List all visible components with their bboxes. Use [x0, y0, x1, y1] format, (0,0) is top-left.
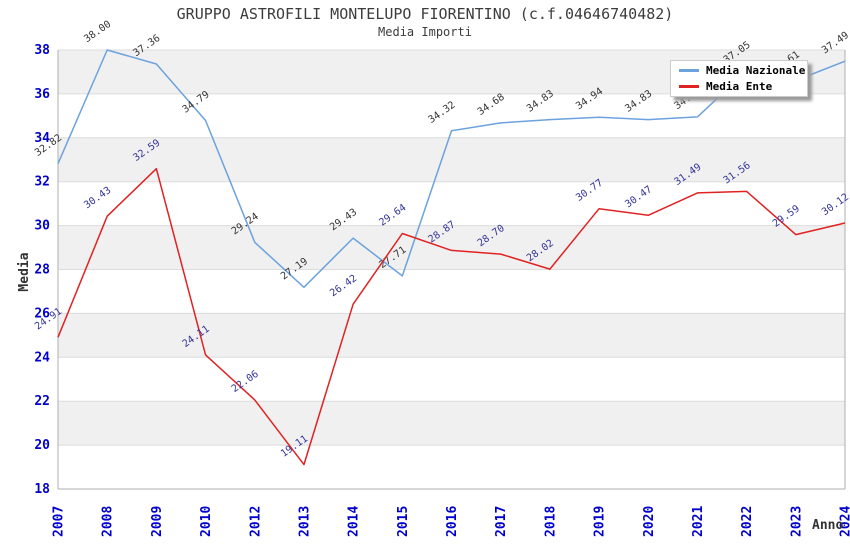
legend-label-media-ente: Media Ente	[706, 80, 773, 93]
y-tick-label: 24	[34, 350, 50, 365]
chart-title: GRUPPO ASTROFILI MONTELUPO FIORENTINO (c…	[176, 5, 674, 23]
y-tick-label: 22	[34, 394, 50, 409]
data-label: 34.32	[427, 100, 458, 126]
y-tick-label: 36	[34, 87, 50, 102]
y-tick-label: 38	[34, 43, 50, 58]
background-band	[58, 225, 845, 270]
x-axis-title: Anno	[812, 518, 843, 533]
red-line-swatch-icon	[679, 85, 699, 88]
legend: Media Nazionale Media Ente	[670, 60, 808, 97]
x-tick-label: 2013	[297, 506, 312, 537]
x-tick-label: 2016	[445, 506, 460, 537]
chart-subtitle: Media Importi	[378, 25, 472, 39]
x-tick-label: 2009	[150, 506, 165, 537]
y-tick-label: 32	[34, 175, 50, 190]
x-tick-label: 2020	[642, 506, 657, 537]
x-tick-label: 2007	[52, 506, 67, 537]
background-band	[58, 401, 845, 446]
y-tick-label: 26	[34, 306, 50, 321]
line-media-ente	[57, 167, 846, 466]
x-tick-label: 2023	[789, 506, 804, 537]
x-tick-label: 2017	[494, 506, 509, 537]
legend-label-media-nazionale: Media Nazionale	[706, 64, 806, 77]
background-band	[58, 137, 845, 182]
x-tick-label: 2012	[248, 506, 263, 537]
legend-item-media-ente: Media Ente	[679, 80, 807, 93]
y-tick-label: 20	[34, 438, 50, 453]
data-label: 29.64	[377, 202, 408, 228]
y-tick-label: 28	[34, 263, 50, 278]
x-tick-label: 2024	[839, 506, 850, 537]
y-axis-title: Media	[17, 252, 32, 291]
y-tick-label: 30	[34, 219, 50, 234]
x-tick-label: 2014	[347, 506, 362, 537]
data-label: 30.47	[623, 184, 654, 210]
line-media-nazionale	[57, 49, 846, 289]
x-tick-label: 2010	[199, 506, 214, 537]
x-tick-label: 2019	[593, 506, 608, 537]
x-tick-label: 2018	[543, 506, 558, 537]
data-label: 30.43	[82, 185, 113, 211]
legend-item-media-nazionale: Media Nazionale	[679, 64, 807, 77]
x-tick-label: 2021	[691, 506, 706, 537]
data-label: 38.00	[82, 19, 113, 45]
data-label: 26.42	[328, 273, 359, 299]
x-tick-label: 2022	[740, 506, 755, 537]
x-tick-label: 2015	[396, 506, 411, 537]
data-label: 30.12	[820, 192, 850, 218]
data-label: 34.68	[476, 92, 507, 118]
y-tick-label: 18	[34, 482, 50, 497]
blue-line-swatch-icon	[679, 69, 699, 72]
background-band	[58, 313, 845, 358]
x-tick-label: 2008	[101, 506, 116, 537]
y-tick-label: 34	[34, 131, 50, 146]
